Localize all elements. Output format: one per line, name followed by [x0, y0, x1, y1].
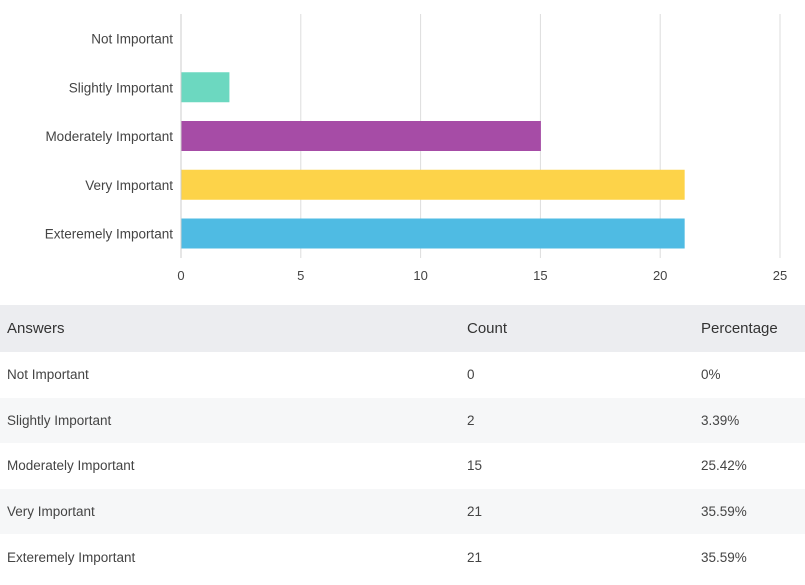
category-label: Moderately Important: [45, 129, 173, 144]
bar[interactable]: [181, 72, 230, 103]
x-tick-label: 10: [413, 268, 427, 283]
cell-count: 21: [460, 488, 694, 535]
cell-percentage: 0%: [694, 352, 805, 398]
bar[interactable]: [181, 121, 541, 151]
table-row: Very Important 21 35.59%: [0, 488, 805, 535]
cell-count: 21: [460, 534, 694, 580]
header-count: Count: [460, 305, 694, 352]
x-tick-label: 15: [533, 268, 547, 283]
x-tick-label: 25: [773, 268, 787, 283]
category-label: Exteremely Important: [45, 227, 174, 242]
bar[interactable]: [181, 169, 685, 200]
x-tick-label: 0: [177, 268, 184, 283]
table-row: Moderately Important 15 25.42%: [0, 443, 805, 489]
header-answers: Answers: [0, 305, 460, 352]
cell-count: 15: [460, 443, 694, 489]
cell-answer: Slightly Important: [0, 397, 460, 444]
cell-answer: Exteremely Important: [0, 534, 460, 580]
cell-answer: Very Important: [0, 488, 460, 535]
category-label: Not Important: [91, 32, 173, 47]
bar[interactable]: [181, 218, 685, 249]
table-header-row: Answers Count Percentage: [0, 305, 805, 352]
table-row: Not Important 0 0%: [0, 352, 805, 398]
category-label: Very Important: [85, 178, 173, 193]
results-table: Answers Count Percentage Not Important 0…: [0, 305, 805, 580]
cell-answer: Moderately Important: [0, 443, 460, 489]
x-tick-label: 20: [653, 268, 667, 283]
bar-chart: 0 5 10 15 20 25 Not Important Slightly Importan…: [45, 14, 787, 283]
cell-percentage: 25.42%: [694, 443, 805, 489]
cell-answer: Not Important: [0, 352, 460, 398]
x-tick-label: 5: [297, 268, 304, 283]
table-row: Slightly Important 2 3.39%: [0, 397, 805, 444]
cell-count: 2: [460, 397, 694, 444]
header-percentage: Percentage: [694, 305, 805, 352]
cell-percentage: 3.39%: [694, 397, 805, 444]
cell-percentage: 35.59%: [694, 534, 805, 580]
cell-percentage: 35.59%: [694, 488, 805, 535]
category-label: Slightly Important: [69, 80, 174, 95]
table-row: Exteremely Important 21 35.59%: [0, 534, 805, 580]
cell-count: 0: [460, 352, 694, 398]
